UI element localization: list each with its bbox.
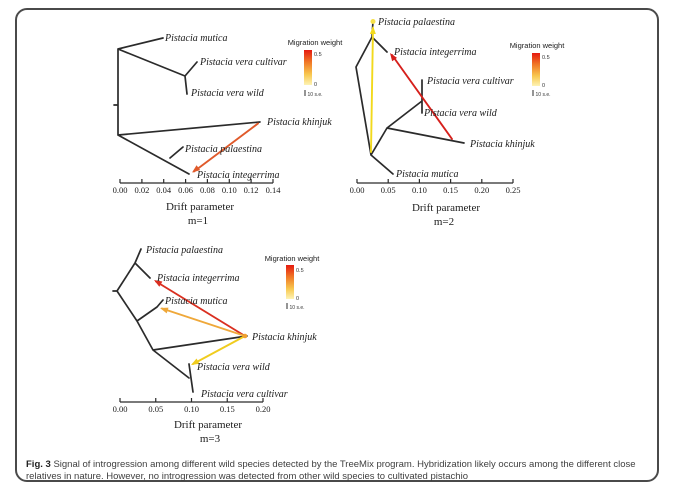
- legend-min: 0: [296, 296, 299, 302]
- axis-tick: 0.00: [113, 185, 128, 195]
- figure-caption-label: Fig. 3: [26, 459, 51, 470]
- figure-border-box: [15, 8, 659, 482]
- axis-tick: 0.25: [506, 185, 521, 195]
- panel-m2: Pistacia palaestina Pistacia integerrima…: [350, 17, 566, 228]
- panel-m-label: m=1: [188, 215, 208, 227]
- axis-tick: 0.02: [134, 185, 149, 195]
- axis-tick: 0.10: [222, 185, 237, 195]
- axis-label: Drift parameter: [166, 201, 234, 213]
- species-label-mutica: Pistacia mutica: [395, 169, 459, 180]
- species-label-vera-wild: Pistacia vera wild: [190, 88, 265, 99]
- legend-colorbar: [532, 53, 540, 86]
- axis-label: Drift parameter: [174, 419, 242, 431]
- tree-edges: [112, 248, 248, 393]
- axis-tick: 0.05: [148, 404, 163, 414]
- axis-tick: 0.04: [156, 185, 172, 195]
- figure-caption: Fig. 3 Signal of introgression among dif…: [26, 459, 644, 482]
- axis-tick: 0.15: [443, 185, 458, 195]
- axis-tick: 0.10: [184, 404, 199, 414]
- legend-max: 0.5: [314, 52, 322, 58]
- x-axis: 0.00 0.05 0.10 0.15 0.20 Drift parameter…: [113, 398, 271, 445]
- species-label-integerrima: Pistacia integerrima: [196, 170, 280, 181]
- legend-title: Migration weight: [288, 38, 344, 47]
- species-label-khinjuk: Pistacia khinjuk: [266, 117, 332, 128]
- species-label-vera-cultivar: Pistacia vera cultivar: [200, 389, 288, 400]
- species-label-vera-cultivar: Pistacia vera cultivar: [426, 76, 514, 87]
- legend-colorbar: [304, 50, 312, 85]
- migration-arrowhead: [192, 165, 201, 173]
- migration-edge-khinjuk-to-integerrima: [155, 280, 246, 337]
- migration-arrowhead: [160, 307, 169, 314]
- migration-edge-khinjuk-to-integerrima: [391, 54, 453, 140]
- species-label-vera-cultivar: Pistacia vera cultivar: [199, 57, 287, 68]
- tree-edges: [355, 20, 465, 175]
- migration-arrowhead: [191, 358, 200, 365]
- migration-weight-legend: Migration weight 0.5 0 10 s.e.: [288, 38, 344, 98]
- migration-arrowhead: [390, 53, 398, 62]
- x-axis: 0.00 0.05 0.10 0.15 0.20 0.25 Drift para…: [350, 179, 521, 228]
- migration-weight-legend: Migration weight 0.5 0 10 s.e.: [265, 254, 321, 311]
- axis-tick: 0.00: [113, 404, 128, 414]
- axis-tick: 0.00: [350, 185, 365, 195]
- migration-edge-khinjuk-to-vera-wild: [192, 335, 246, 365]
- se-scale-label: 10 s.e.: [536, 92, 551, 98]
- migration-arrowhead: [369, 26, 376, 35]
- axis-tick: 0.12: [244, 185, 259, 195]
- axis-tick: 0.10: [412, 185, 427, 195]
- migration-source-dot: [242, 333, 248, 339]
- axis-tick: 0.06: [178, 185, 193, 195]
- axis-label: Drift parameter: [412, 202, 480, 214]
- migration-weight-legend: Migration weight 0.5 0 10 s.e.: [510, 41, 566, 98]
- species-label-khinjuk: Pistacia khinjuk: [469, 139, 535, 150]
- legend-title: Migration weight: [510, 41, 566, 50]
- axis-tick: 0.20: [256, 404, 271, 414]
- panel-m3: Pistacia palaestina Pistacia integerrima…: [112, 245, 321, 445]
- axis-tick: 0.08: [200, 185, 215, 195]
- species-label-vera-wild: Pistacia vera wild: [196, 362, 271, 373]
- legend-min: 0: [314, 82, 317, 88]
- migration-arrowhead: [154, 280, 163, 287]
- species-label-integerrima: Pistacia integerrima: [156, 273, 240, 284]
- migration-edge-khinjuk-to-mutica: [161, 307, 246, 337]
- x-axis: 0.00 0.02 0.04 0.06 0.08 0.10 0.12 0.14 …: [113, 179, 282, 227]
- axis-tick: 0.05: [381, 185, 396, 195]
- legend-colorbar: [286, 265, 294, 299]
- species-label-palaestina: Pistacia palaestina: [184, 144, 262, 155]
- species-label-integerrima: Pistacia integerrima: [393, 47, 477, 58]
- legend-max: 0.5: [542, 55, 550, 61]
- se-scale-label: 10 s.e.: [308, 92, 323, 98]
- species-label-mutica: Pistacia mutica: [164, 296, 228, 307]
- legend-title: Migration weight: [265, 254, 321, 263]
- legend-max: 0.5: [296, 268, 304, 274]
- legend-min: 0: [542, 83, 545, 89]
- axis-tick: 0.15: [220, 404, 235, 414]
- axis-tick: 0.14: [266, 185, 282, 195]
- species-label-mutica: Pistacia mutica: [164, 33, 228, 44]
- migration-edge-to-palaestina: [370, 27, 374, 153]
- species-label-palaestina: Pistacia palaestina: [145, 245, 223, 256]
- se-scale-label: 10 s.e.: [290, 305, 305, 311]
- figure-caption-text: Signal of introgression among different …: [26, 459, 636, 482]
- species-label-khinjuk: Pistacia khinjuk: [251, 332, 317, 343]
- migration-endpoint-dot: [370, 19, 376, 24]
- axis-tick: 0.20: [474, 185, 489, 195]
- migration-edge-khinjuk-to-integerrima: [193, 122, 259, 173]
- panel-m1: Pistacia mutica Pistacia vera cultivar P…: [113, 33, 344, 227]
- tree-edges: [113, 37, 261, 175]
- species-label-vera-wild: Pistacia vera wild: [423, 108, 498, 119]
- panel-m-label: m=2: [434, 216, 454, 228]
- species-label-palaestina: Pistacia palaestina: [377, 17, 455, 28]
- panel-m-label: m=3: [200, 433, 221, 445]
